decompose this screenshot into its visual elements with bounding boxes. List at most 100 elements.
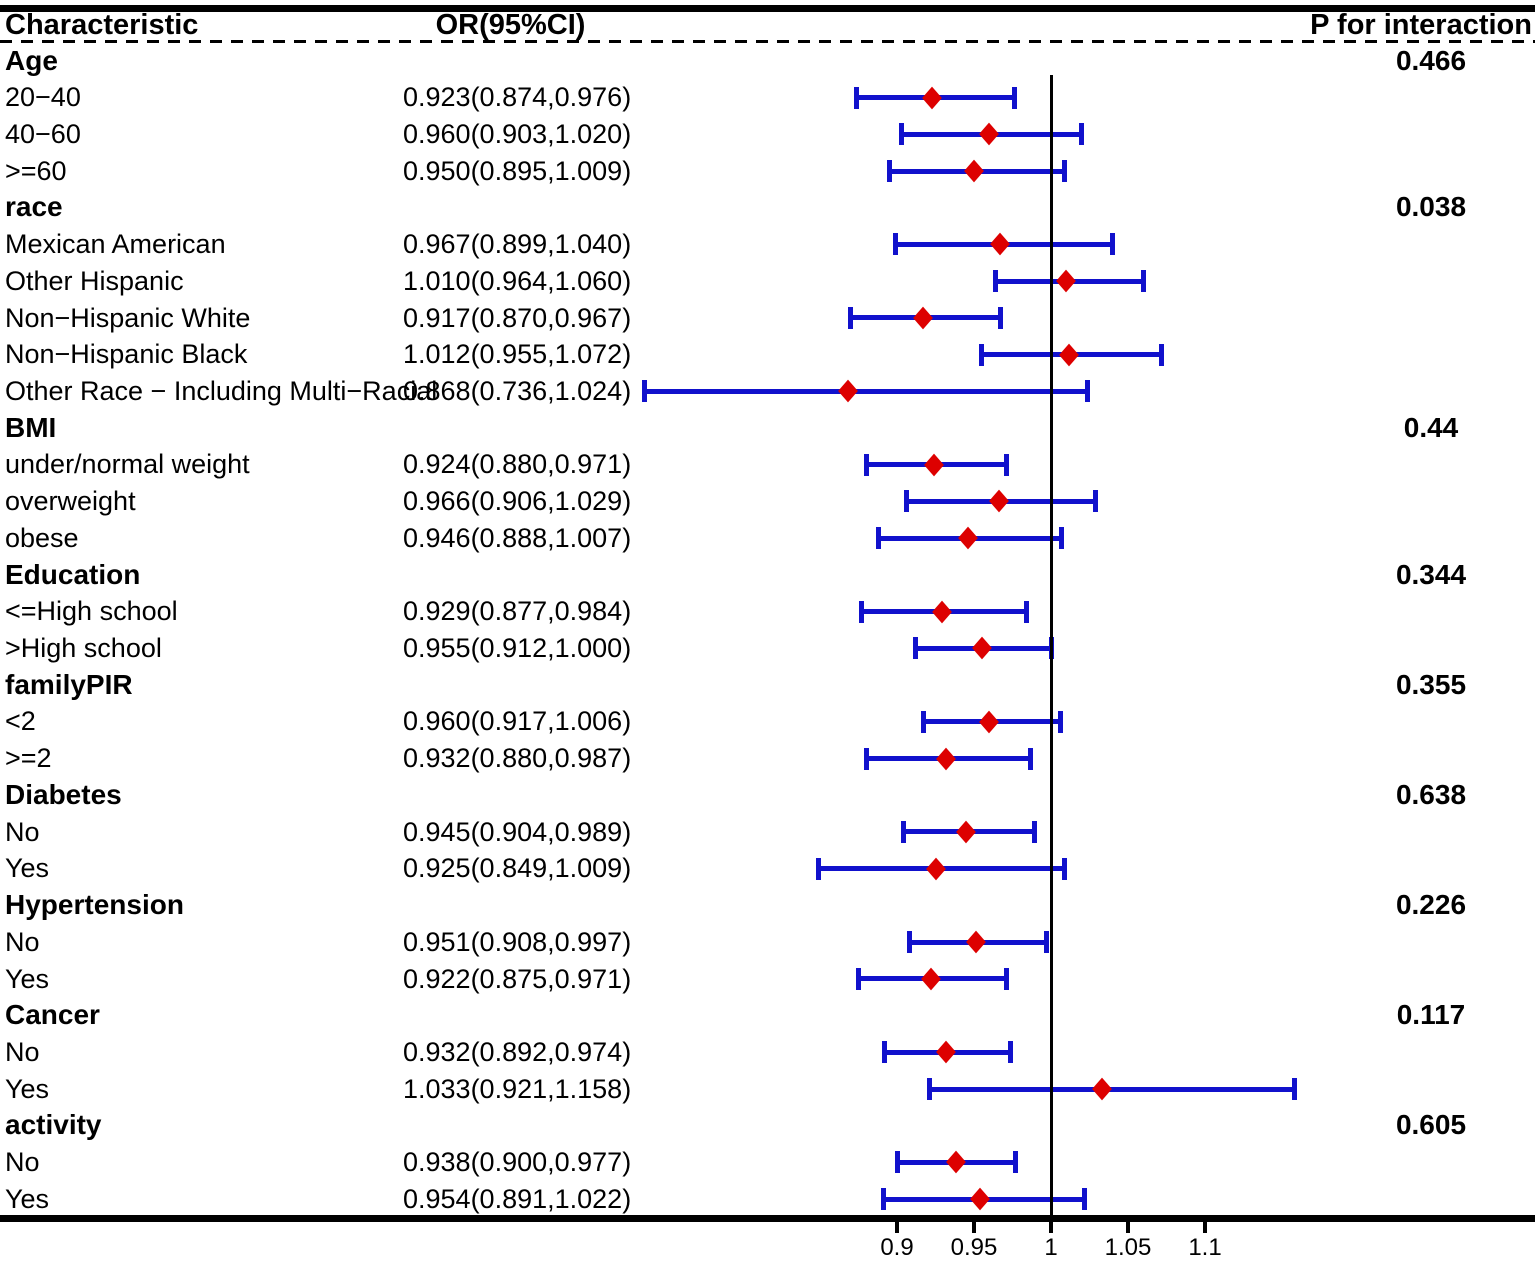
- ci-cap-left: [892, 233, 898, 256]
- subgroup-row: <=High school 0.929(0.877,0.984): [0, 593, 1535, 630]
- subgroup-row: >=2 0.932(0.880,0.987): [0, 740, 1535, 777]
- or-ci-value: 0.917(0.870,0.967): [403, 302, 632, 333]
- subgroup-row: 40−60 0.960(0.903,1.020): [0, 116, 1535, 153]
- ci-cap-left: [926, 1078, 932, 1101]
- ci-cap-right: [1043, 931, 1049, 954]
- subgroup-row: obese 0.946(0.888,1.007): [0, 520, 1535, 557]
- ci-cap-left: [859, 600, 865, 623]
- p-interaction-value: 0.466: [1395, 44, 1467, 76]
- reference-line-or-1: [1049, 75, 1053, 1215]
- subgroup-row: Mexican American 0.967(0.899,1.040): [0, 226, 1535, 263]
- ci-cap-right: [1093, 490, 1099, 513]
- row-label: >=2: [5, 743, 52, 774]
- or-marker-diamond: [920, 967, 941, 991]
- x-axis-tick: [1126, 1222, 1130, 1233]
- row-label: No: [5, 926, 40, 957]
- row-label: >=60: [5, 155, 67, 186]
- or-ci-value: 0.945(0.904,0.989): [403, 816, 632, 847]
- ci-cap-right: [1062, 160, 1068, 183]
- or-marker-diamond: [957, 526, 978, 550]
- ci-cap-left: [900, 820, 906, 843]
- ci-cap-right: [1011, 86, 1017, 109]
- p-interaction-value: 0.605: [1395, 1109, 1467, 1141]
- ci-cap-right: [1003, 453, 1009, 476]
- group-row: Hypertension 0.226: [0, 887, 1535, 924]
- row-label: No: [5, 816, 40, 847]
- group-row: Cancer 0.117: [0, 997, 1535, 1034]
- or-ci-value: 0.923(0.874,0.976): [403, 82, 632, 113]
- p-interaction-value: 0.226: [1395, 889, 1467, 921]
- ci-cap-right: [1079, 123, 1085, 146]
- ci-cap-left: [863, 747, 869, 770]
- p-interaction-value: 0.117: [1396, 999, 1466, 1031]
- ci-cap-left: [848, 306, 854, 329]
- row-label: Yes: [5, 963, 50, 994]
- ci-cap-right: [1140, 270, 1146, 293]
- or-marker-diamond: [837, 379, 858, 403]
- ci-cap-left: [854, 86, 860, 109]
- row-label: overweight: [5, 486, 136, 517]
- row-label: Non−Hispanic White: [5, 302, 251, 333]
- or-marker-diamond: [931, 600, 952, 624]
- group-row: Diabetes 0.638: [0, 777, 1535, 814]
- or-ci-value: 1.033(0.921,1.158): [403, 1073, 632, 1104]
- row-label: Diabetes: [5, 778, 122, 810]
- row-label: Yes: [5, 1183, 50, 1214]
- row-label: activity: [5, 1109, 102, 1141]
- or-marker-diamond: [965, 930, 986, 954]
- row-label: >High school: [5, 633, 162, 664]
- row-label: BMI: [5, 411, 57, 443]
- x-axis-tick-label: 0.9: [880, 1234, 914, 1261]
- row-label: Non−Hispanic Black: [5, 339, 248, 370]
- or-marker-diamond: [988, 490, 1009, 513]
- subgroup-row: <2 0.960(0.917,1.006): [0, 703, 1535, 740]
- subgroup-row: overweight 0.966(0.906,1.029): [0, 483, 1535, 520]
- or-ci-value: 0.960(0.903,1.020): [403, 118, 632, 149]
- row-label: Cancer: [5, 999, 100, 1031]
- row-label: Education: [5, 558, 141, 590]
- or-marker-diamond: [936, 1040, 957, 1064]
- x-axis-line: [0, 1215, 1535, 1222]
- or-marker-diamond: [979, 122, 1000, 146]
- or-marker-diamond: [913, 306, 934, 330]
- row-label: 20−40: [5, 82, 81, 113]
- or-marker-diamond: [990, 233, 1011, 256]
- or-ci-value: 0.955(0.912,1.000): [403, 633, 632, 664]
- ci-cap-left: [815, 857, 821, 880]
- subgroup-row: Yes 0.925(0.849,1.009): [0, 850, 1535, 887]
- x-axis-tick: [1049, 1222, 1053, 1233]
- or-ci-value: 0.922(0.875,0.971): [403, 963, 632, 994]
- p-interaction-value: 0.038: [1395, 191, 1467, 223]
- x-axis-tick-label: 1.1: [1188, 1234, 1222, 1261]
- ci-cap-right: [997, 306, 1003, 329]
- or-marker-diamond: [925, 857, 946, 881]
- ci-cap-right: [1031, 820, 1037, 843]
- ci-cap-left: [856, 967, 861, 990]
- row-label: Other Hispanic: [5, 265, 184, 296]
- row-label: Mexican American: [5, 229, 226, 260]
- ci-line: [644, 388, 1088, 394]
- or-marker-diamond: [924, 453, 944, 477]
- or-ci-value: 0.929(0.877,0.984): [403, 596, 632, 627]
- ci-cap-right: [1082, 1188, 1088, 1211]
- row-label: <2: [5, 706, 36, 737]
- ci-cap-right: [1013, 1151, 1019, 1174]
- or-ci-value: 1.010(0.964,1.060): [403, 265, 632, 296]
- row-label: Hypertension: [5, 889, 184, 921]
- or-ci-value: 0.950(0.895,1.009): [403, 155, 632, 186]
- ci-cap-right: [1291, 1078, 1297, 1101]
- subgroup-row: 20−40 0.923(0.874,0.976): [0, 79, 1535, 116]
- ci-cap-left: [912, 637, 918, 660]
- ci-cap-left: [920, 710, 926, 733]
- row-label: obese: [5, 522, 79, 553]
- subgroup-row: No 0.945(0.904,0.989): [0, 814, 1535, 851]
- row-label: Yes: [5, 1073, 50, 1104]
- or-ci-value: 0.924(0.880,0.971): [403, 449, 632, 480]
- row-label: <=High school: [5, 596, 178, 627]
- or-ci-value: 0.966(0.906,1.029): [403, 486, 632, 517]
- or-ci-value: 0.868(0.736,1.024): [403, 375, 632, 406]
- x-axis-tick: [1203, 1222, 1207, 1233]
- subgroup-row: Yes 0.954(0.891,1.022): [0, 1181, 1535, 1218]
- or-ci-value: 0.954(0.891,1.022): [403, 1183, 632, 1214]
- ci-cap-right: [1057, 710, 1063, 733]
